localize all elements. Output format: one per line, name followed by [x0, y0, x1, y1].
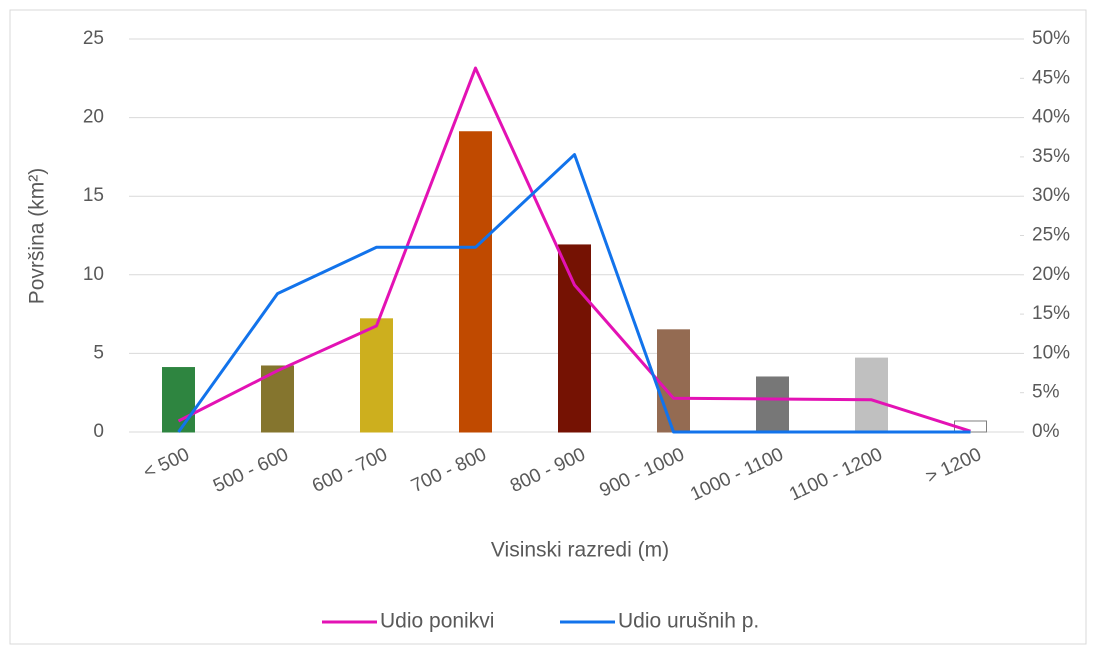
bar [360, 318, 393, 433]
y-tick-label: 20 [83, 107, 104, 128]
bar [756, 376, 789, 433]
series-line [177, 153, 971, 434]
y2-tick-label: 0% [1032, 421, 1060, 442]
y2-tick-label: 5% [1032, 382, 1060, 403]
y-tick-label: 0 [93, 421, 104, 442]
y2-tick-label: 20% [1032, 264, 1070, 285]
y2-tick-label: 25% [1032, 225, 1070, 246]
x-axis-title: Visinski razredi (m) [491, 539, 669, 562]
bar [855, 357, 888, 433]
y2-tick-label: 35% [1032, 146, 1070, 167]
y-tick-label: 5 [93, 342, 104, 363]
y2-tick-label: 15% [1032, 303, 1070, 324]
y2-tick-label: 40% [1032, 107, 1070, 128]
bar [459, 131, 492, 433]
y-tick-label: 25 [83, 28, 104, 49]
y2-tick-label: 30% [1032, 185, 1070, 206]
legend-label: Udio ponikvi [380, 610, 494, 633]
bar [558, 244, 591, 433]
y2-tick-label: 10% [1032, 342, 1070, 363]
legend-label: Udio urušnih p. [618, 610, 759, 633]
bar [657, 329, 690, 433]
y2-tick-label: 50% [1032, 28, 1070, 49]
bar [162, 367, 195, 433]
chart-frame [9, 9, 1087, 645]
y-tick-label: 15 [83, 185, 104, 206]
y2-tick-label: 45% [1032, 67, 1070, 88]
y-tick-label: 10 [83, 264, 104, 285]
y-axis-title: Površina (km²) [26, 168, 49, 305]
series-line [177, 66, 971, 433]
